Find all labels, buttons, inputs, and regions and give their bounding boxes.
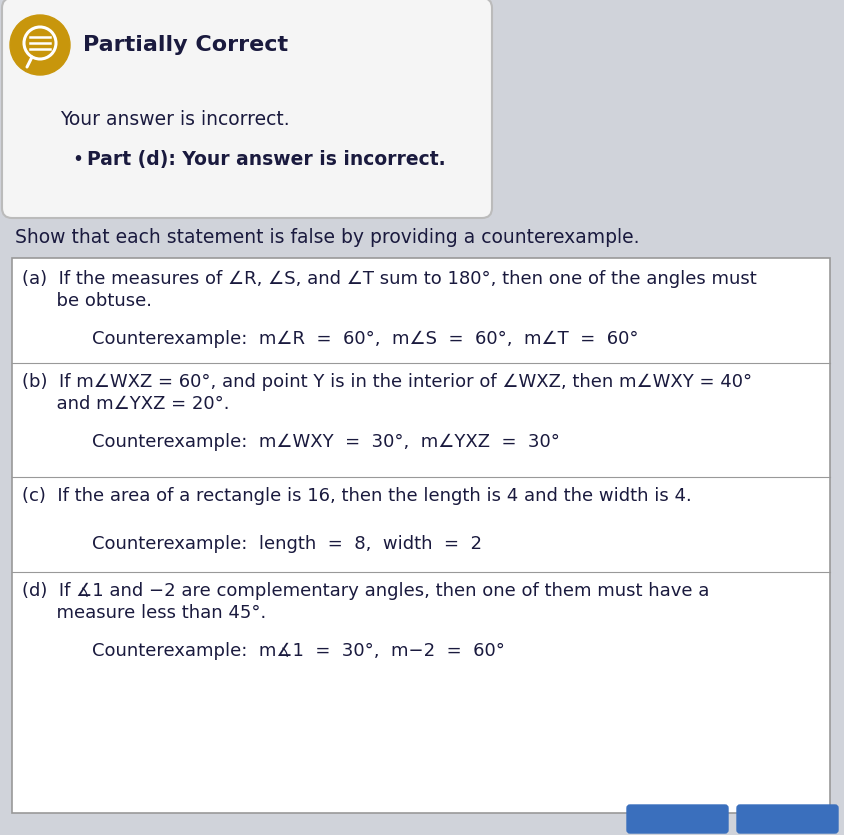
FancyBboxPatch shape [12, 258, 830, 813]
Circle shape [10, 15, 70, 75]
FancyBboxPatch shape [2, 0, 492, 218]
Text: Counterexample:  m∠R  =  60°,  m∠S  =  60°,  m∠T  =  60°: Counterexample: m∠R = 60°, m∠S = 60°, m∠… [92, 330, 639, 348]
Text: Your answer is incorrect.: Your answer is incorrect. [60, 110, 289, 129]
Text: Counterexample:  m∠WXY  =  30°,  m∠YXZ  =  30°: Counterexample: m∠WXY = 30°, m∠YXZ = 30° [92, 433, 560, 451]
Text: Partially Correct: Partially Correct [83, 35, 288, 55]
Text: (c)  If the area of a rectangle is 16, then the length is 4 and the width is 4.: (c) If the area of a rectangle is 16, th… [22, 487, 692, 505]
Text: Show that each statement is false by providing a counterexample.: Show that each statement is false by pro… [15, 228, 640, 247]
Text: and m∠YXZ = 20°.: and m∠YXZ = 20°. [22, 395, 230, 413]
Text: measure less than 45°.: measure less than 45°. [22, 604, 266, 622]
Text: (a)  If the measures of ∠R, ∠S, and ∠T sum to 180°, then one of the angles must: (a) If the measures of ∠R, ∠S, and ∠T su… [22, 270, 757, 288]
Text: Counterexample:  m∡1  =  30°,  m−2  =  60°: Counterexample: m∡1 = 30°, m−2 = 60° [92, 642, 505, 660]
FancyBboxPatch shape [737, 805, 838, 833]
Text: (b)  If m∠WXZ = 60°, and point Y is in the interior of ∠WXZ, then m∠WXY = 40°: (b) If m∠WXZ = 60°, and point Y is in th… [22, 373, 752, 391]
Text: Part (d): Your answer is incorrect.: Part (d): Your answer is incorrect. [87, 150, 446, 169]
Text: Counterexample:  length  =  8,  width  =  2: Counterexample: length = 8, width = 2 [92, 535, 482, 553]
Text: •: • [72, 150, 83, 169]
Text: be obtuse.: be obtuse. [22, 292, 152, 310]
FancyBboxPatch shape [627, 805, 728, 833]
Text: (d)  If ∡1 and −2 are complementary angles, then one of them must have a: (d) If ∡1 and −2 are complementary angle… [22, 582, 709, 600]
